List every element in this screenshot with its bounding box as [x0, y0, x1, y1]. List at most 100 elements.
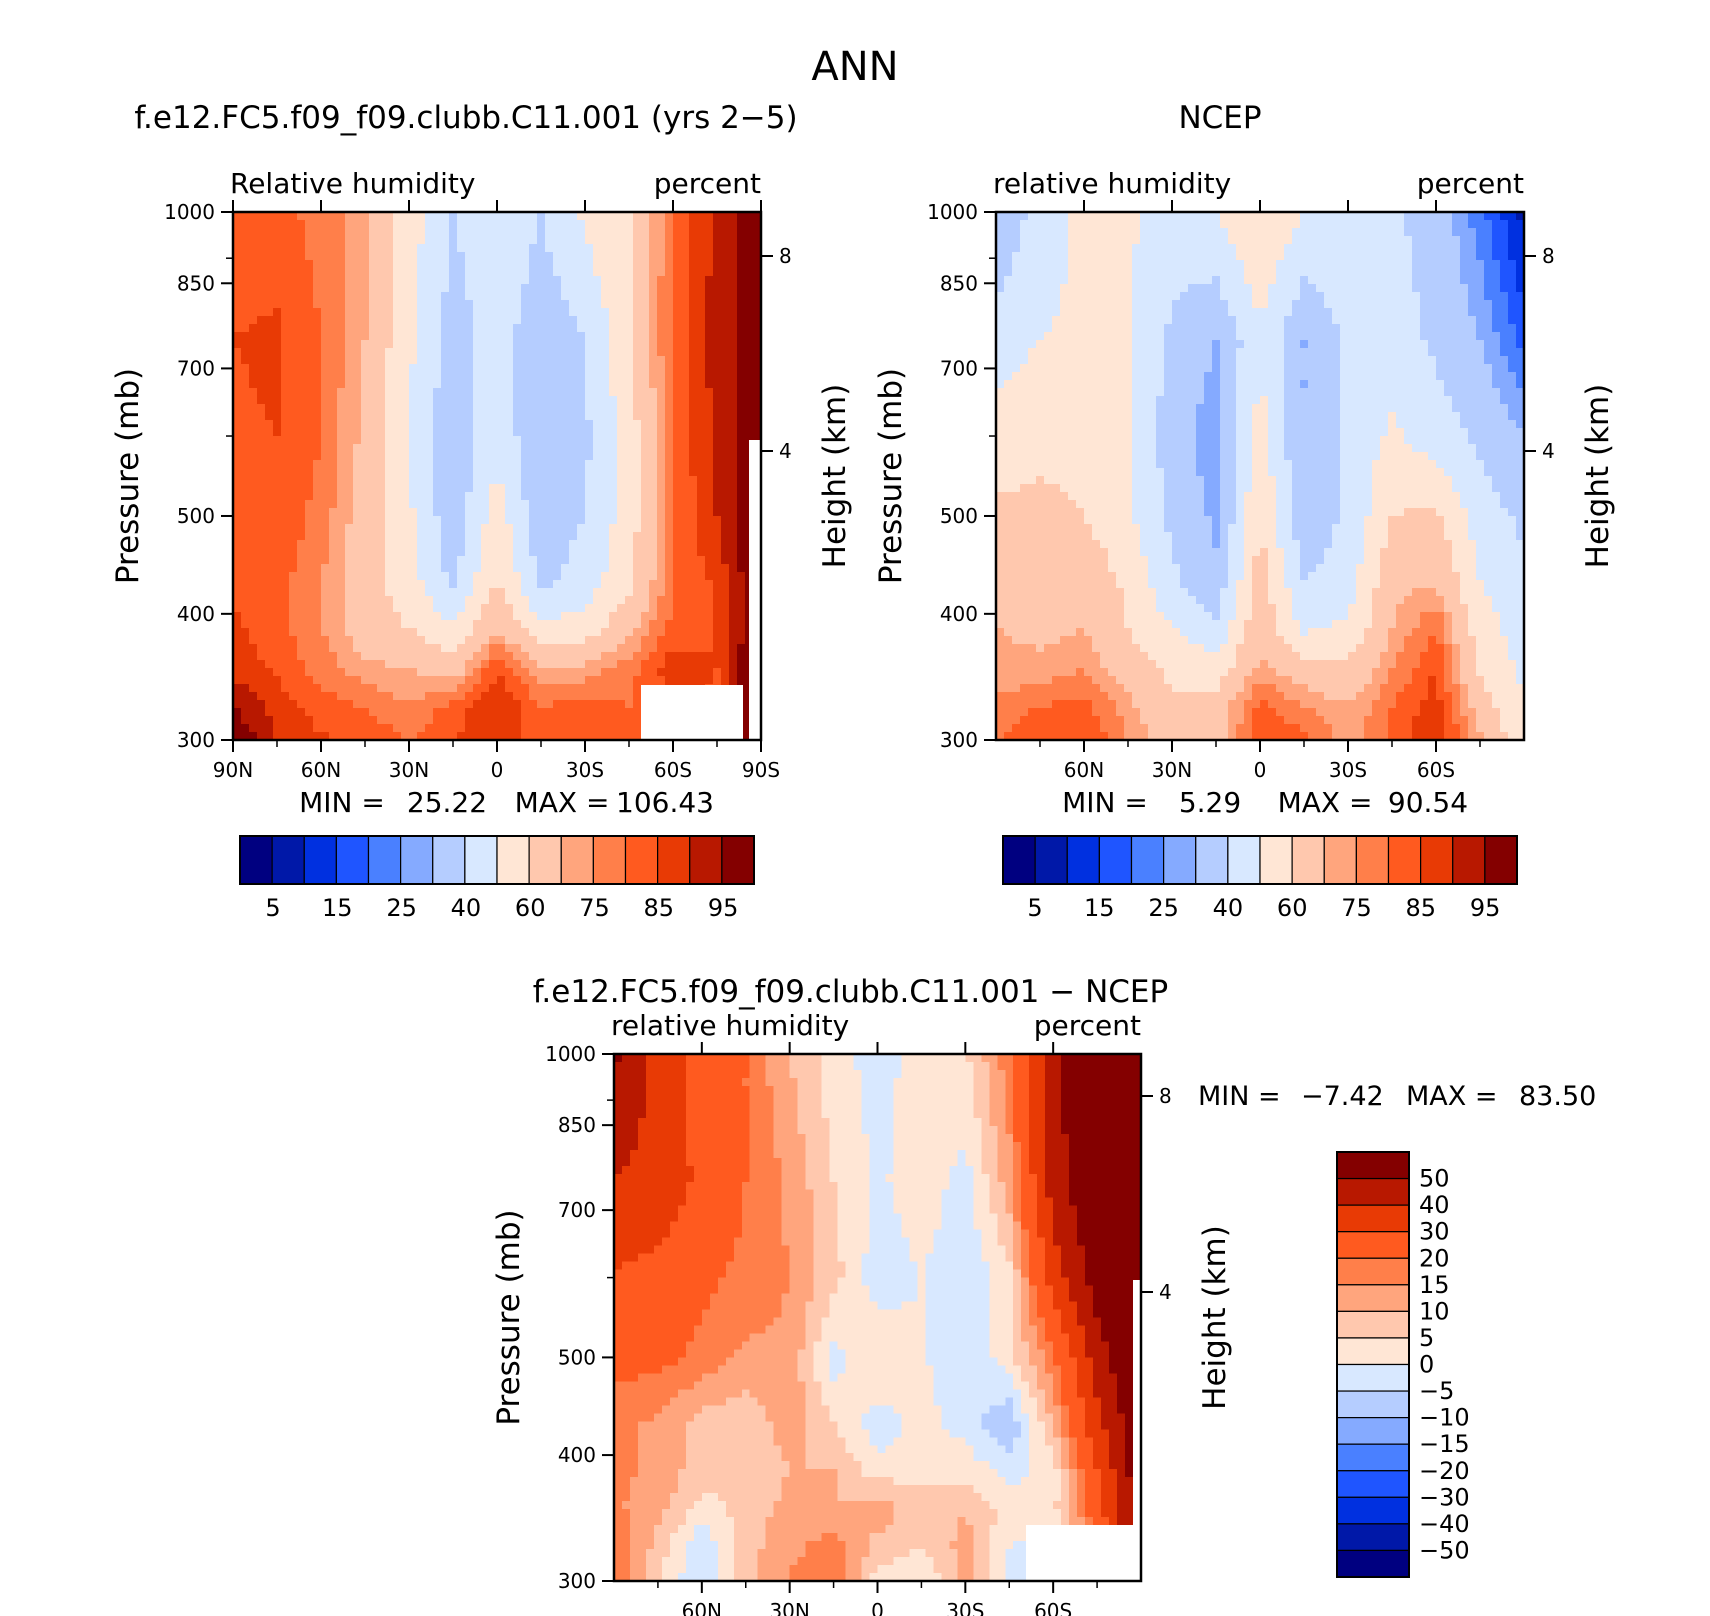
contour-cell: [513, 644, 522, 653]
contour-cell: [457, 508, 466, 517]
contour-cell: [457, 372, 466, 381]
contour-cell: [393, 220, 402, 229]
contour-cell: [369, 652, 378, 661]
contour-cell: [345, 644, 354, 653]
contour-cell: [337, 404, 346, 413]
contour-cell: [385, 292, 394, 301]
contour-cell: [537, 468, 546, 477]
x-tick-label: 30S: [566, 758, 604, 782]
contour-cell: [513, 660, 522, 669]
contour-cell: [497, 548, 506, 557]
contour-cell: [265, 460, 274, 469]
contour-cell: [545, 476, 554, 485]
contour-cell: [1380, 228, 1389, 237]
contour-cell: [273, 332, 282, 341]
contour-cell: [249, 260, 258, 269]
contour-cell: [465, 484, 474, 493]
contour-cell: [537, 692, 546, 701]
contour-cell: [641, 372, 650, 381]
contour-cell: [281, 636, 290, 645]
contour-cell: [393, 564, 402, 573]
contour-cell: [433, 364, 442, 373]
contour-cell: [441, 444, 450, 453]
contour-cell: [681, 308, 690, 317]
contour-cell: [337, 420, 346, 429]
contour-cell: [281, 404, 290, 413]
contour-cell: [649, 524, 658, 533]
contour-cell: [481, 588, 490, 597]
contour-cell: [417, 484, 426, 493]
contour-cell: [353, 588, 362, 597]
contour-cell: [457, 548, 466, 557]
contour-cell: [457, 268, 466, 277]
contour-cell: [433, 388, 442, 397]
contour-cell: [681, 460, 690, 469]
contour-cell: [305, 644, 314, 653]
contour-cell: [257, 420, 266, 429]
contour-cell: [569, 484, 578, 493]
colorbar-swatch: [367, 835, 402, 885]
contour-cell: [1420, 212, 1429, 221]
contour-cell: [681, 340, 690, 349]
contour-cell: [241, 484, 250, 493]
contour-cell: [361, 268, 370, 277]
contour-cell: [481, 676, 490, 685]
contour-cell: [617, 380, 626, 389]
contour-cell: [1012, 276, 1021, 285]
contour-cell: [721, 340, 730, 349]
contour-cell: [241, 548, 250, 557]
contour-cell: [649, 500, 658, 509]
contour-cell: [1372, 260, 1381, 269]
contour-cell: [361, 252, 370, 261]
contour-cell: [297, 700, 306, 709]
y-tick-label: 400: [177, 602, 215, 626]
contour-cell: [273, 292, 282, 301]
contour-cell: [1036, 220, 1045, 229]
contour-cell: [449, 556, 458, 565]
contour-cell: [625, 636, 634, 645]
contour-cell: [465, 284, 474, 293]
contour-cell: [705, 324, 714, 333]
contour-cell: [737, 340, 746, 349]
contour-cell: [585, 284, 594, 293]
contour-cell: [377, 636, 386, 645]
contour-cell: [233, 708, 242, 717]
contour-cell: [297, 468, 306, 477]
contour-cell: [329, 380, 338, 389]
contour-cell: [417, 380, 426, 389]
contour-cell: [569, 244, 578, 253]
contour-cell: [233, 660, 242, 669]
contour-cell: [297, 716, 306, 725]
contour-cell: [545, 716, 554, 725]
contour-cell: [273, 588, 282, 597]
contour-cell: [625, 628, 634, 637]
contour-cell: [457, 724, 466, 733]
contour-cell: [489, 700, 498, 709]
contour-cell: [641, 412, 650, 421]
contour-cell: [345, 452, 354, 461]
contour-cell: [729, 644, 738, 653]
contour-cell: [673, 660, 682, 669]
contour-cell: [337, 620, 346, 629]
contour-cell: [385, 428, 394, 437]
contour-cell: [297, 564, 306, 573]
contour-cell: [417, 300, 426, 309]
contour-cell: [577, 524, 586, 533]
contour-cell: [665, 300, 674, 309]
contour-cell: [489, 212, 498, 221]
contour-cell: [737, 460, 746, 469]
contour-cell: [497, 340, 506, 349]
contour-cell: [505, 604, 514, 613]
contour-cell: [729, 316, 738, 325]
contour-cell: [721, 372, 730, 381]
contour-cell: [305, 324, 314, 333]
contour-cell: [305, 604, 314, 613]
contour-cell: [569, 396, 578, 405]
contour-cell: [345, 716, 354, 725]
contour-cell: [1348, 268, 1357, 277]
contour-cell: [617, 332, 626, 341]
contour-cell: [441, 532, 450, 541]
contour-cell: [713, 476, 722, 485]
contour-cell: [513, 604, 522, 613]
contour-cell: [505, 636, 514, 645]
